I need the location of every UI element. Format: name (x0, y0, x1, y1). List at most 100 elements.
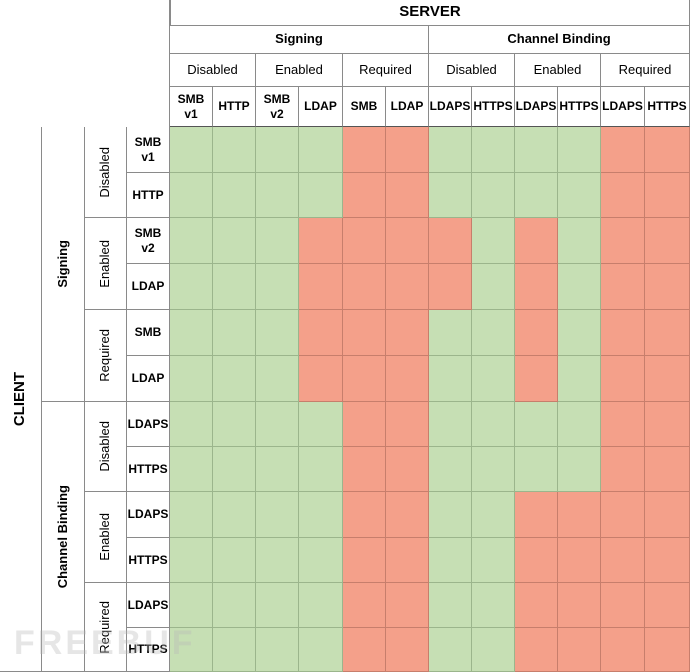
matrix-cell-compatible (558, 127, 601, 173)
matrix-cell-compatible (170, 218, 213, 264)
matrix-cell-incompatible (343, 127, 386, 173)
matrix-cell-compatible (170, 356, 213, 402)
matrix-cell-incompatible (299, 356, 343, 402)
matrix-cell-incompatible (515, 310, 558, 356)
matrix-cell-incompatible (386, 173, 429, 218)
client-mode: Enabled (85, 218, 127, 310)
matrix-cell-compatible (170, 628, 213, 672)
matrix-cell-compatible (170, 402, 213, 447)
matrix-cell-compatible (472, 402, 515, 447)
server-protocol: LDAPS (429, 87, 472, 127)
matrix-cell-compatible (472, 310, 515, 356)
matrix-cell-compatible (429, 402, 472, 447)
matrix-cell-compatible (429, 583, 472, 628)
server-protocol: HTTP (213, 87, 256, 127)
matrix-cell-compatible (429, 173, 472, 218)
matrix-cell-incompatible (601, 264, 645, 310)
matrix-cell-compatible (256, 628, 299, 672)
matrix-cell-incompatible (299, 264, 343, 310)
server-group-label: Signing (275, 31, 323, 47)
client-protocol-label: LDAPS (127, 416, 169, 431)
matrix-cell-compatible (558, 402, 601, 447)
client-protocol-label: LDAPS (127, 597, 169, 612)
matrix-cell-incompatible (429, 264, 472, 310)
client-protocol: LDAPS (127, 402, 170, 447)
matrix-cell-compatible (472, 628, 515, 672)
matrix-cell-compatible (213, 310, 256, 356)
server-protocol: LDAP (299, 87, 343, 127)
server-mode: Enabled (256, 54, 343, 87)
client-protocol-label: HTTPS (128, 552, 168, 567)
matrix-cell-incompatible (558, 628, 601, 672)
server-title: SERVER (170, 0, 690, 26)
matrix-cell-compatible (256, 264, 299, 310)
client-protocol: LDAPS (127, 492, 170, 538)
matrix-cell-compatible (256, 127, 299, 173)
matrix-cell-incompatible (601, 583, 645, 628)
matrix-cell-compatible (429, 628, 472, 672)
matrix-cell-incompatible (558, 583, 601, 628)
server-mode-label: Disabled (187, 61, 238, 77)
freebuf-watermark: FREEBUF (14, 624, 196, 662)
matrix-cell-compatible (256, 310, 299, 356)
matrix-cell-compatible (256, 447, 299, 492)
matrix-cell-compatible (515, 447, 558, 492)
matrix-cell-compatible (213, 492, 256, 538)
matrix-cell-compatible (299, 583, 343, 628)
matrix-cell-compatible (472, 447, 515, 492)
matrix-cell-incompatible (601, 447, 645, 492)
matrix-cell-compatible (213, 173, 256, 218)
corner-blank (0, 0, 170, 127)
client-group-label: Signing (54, 240, 70, 288)
matrix-cell-compatible (170, 538, 213, 583)
matrix-cell-compatible (170, 310, 213, 356)
server-protocol-label: HTTPS (647, 99, 687, 113)
matrix-cell-incompatible (343, 583, 386, 628)
server-protocol: HTTPS (558, 87, 601, 127)
matrix-cell-compatible (472, 127, 515, 173)
client-protocol: LDAPS (127, 583, 170, 628)
matrix-cell-incompatible (645, 356, 690, 402)
client-protocol-label: LDAPS (127, 507, 169, 521)
matrix-cell-incompatible (429, 218, 472, 264)
matrix-cell-compatible (256, 538, 299, 583)
client-protocol: SMB (127, 310, 170, 356)
client-group-signing: Signing (42, 127, 85, 402)
server-protocol-label: SMB (350, 99, 378, 113)
matrix-cell-compatible (429, 538, 472, 583)
matrix-cell-compatible (170, 264, 213, 310)
server-protocol-label: LDAP (390, 99, 424, 113)
matrix-cell-compatible (429, 127, 472, 173)
server-protocol: LDAP (386, 87, 429, 127)
client-protocol-label: SMB v1 (134, 134, 162, 164)
matrix-cell-incompatible (515, 538, 558, 583)
matrix-cell-incompatible (343, 628, 386, 672)
matrix-cell-incompatible (386, 492, 429, 538)
matrix-cell-compatible (213, 628, 256, 672)
server-mode: Required (343, 54, 429, 87)
server-protocol-label: LDAPS (429, 99, 471, 113)
client-protocol-label: SMB (134, 325, 162, 339)
matrix-cell-compatible (429, 447, 472, 492)
matrix-cell-incompatible (515, 218, 558, 264)
matrix-cell-incompatible (515, 583, 558, 628)
matrix-cell-compatible (299, 628, 343, 672)
matrix-cell-incompatible (601, 127, 645, 173)
matrix-cell-incompatible (645, 310, 690, 356)
matrix-cell-incompatible (601, 402, 645, 447)
client-mode-label: Disabled (97, 421, 113, 472)
matrix-cell-compatible (299, 127, 343, 173)
client-protocol: SMB v2 (127, 218, 170, 264)
matrix-cell-compatible (170, 492, 213, 538)
matrix-cell-compatible (213, 583, 256, 628)
client-title-text: CLIENT (11, 371, 29, 427)
matrix-cell-incompatible (343, 492, 386, 538)
matrix-cell-incompatible (645, 127, 690, 173)
matrix-cell-compatible (299, 402, 343, 447)
matrix-cell-compatible (472, 218, 515, 264)
matrix-cell-incompatible (343, 402, 386, 447)
client-mode-label: Required (97, 329, 113, 382)
client-mode-label: Enabled (97, 239, 113, 288)
matrix-cell-incompatible (386, 127, 429, 173)
matrix-cell-compatible (213, 538, 256, 583)
